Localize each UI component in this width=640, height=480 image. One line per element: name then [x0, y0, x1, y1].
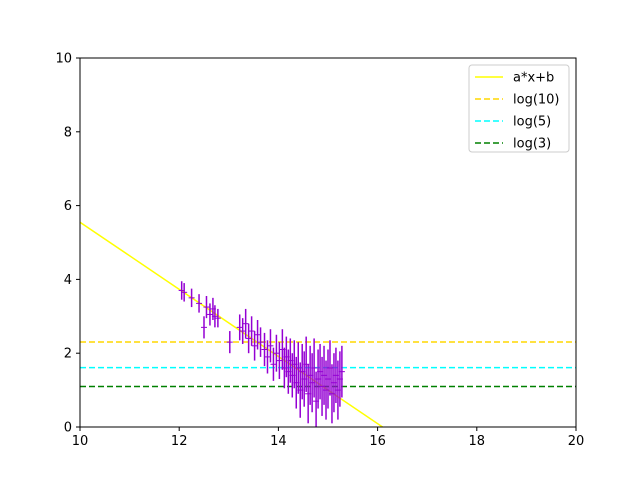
data-point: [211, 305, 218, 328]
data-point: [206, 303, 213, 326]
data-point: [273, 334, 280, 372]
x-tick-label: 18: [469, 434, 486, 449]
y-tick-label: 8: [64, 125, 72, 140]
legend: a*x+b log(10) log(5) log(3): [468, 64, 570, 153]
y-tick-label: 4: [64, 273, 72, 288]
legend-label: a*x+b: [513, 71, 554, 86]
data-point: [226, 331, 233, 354]
data-point: [196, 294, 203, 313]
x-tick-label: 12: [171, 434, 188, 449]
data-point: [242, 308, 249, 339]
x-tick-label: 20: [568, 434, 585, 449]
data-point: [188, 288, 195, 308]
y-axis: 0 2 4 6 8 10: [55, 52, 80, 436]
x-axis: 10 12 14 16 18 20: [72, 427, 585, 449]
data-point: [214, 308, 221, 328]
data-point: [203, 296, 210, 319]
data-point: [181, 283, 188, 302]
data-point: [236, 314, 243, 341]
legend-box: [468, 64, 570, 153]
y-tick-label: 2: [64, 347, 72, 362]
data-point: [245, 323, 252, 354]
legend-label: log(5): [513, 115, 551, 130]
data-point: [248, 316, 255, 346]
y-tick-label: 10: [55, 52, 72, 67]
data-point: [251, 331, 258, 361]
x-tick-label: 16: [369, 434, 386, 449]
data-point: [254, 319, 261, 350]
plot-frame: [79, 57, 577, 428]
data-point: [267, 329, 274, 363]
data-point: [239, 318, 246, 344]
data-point: [261, 332, 268, 367]
data-point: [276, 342, 283, 380]
legend-label: log(10): [513, 93, 560, 108]
y-tick-label: 0: [64, 421, 72, 436]
data-point: [201, 316, 207, 339]
data-point: [257, 327, 264, 357]
x-tick-label: 10: [72, 434, 89, 449]
legend-label: log(3): [513, 137, 551, 152]
data-point: [338, 345, 345, 398]
x-tick-label: 14: [270, 434, 287, 449]
y-tick-label: 6: [64, 199, 72, 214]
data-point: [311, 338, 318, 398]
data-points: [178, 281, 345, 427]
